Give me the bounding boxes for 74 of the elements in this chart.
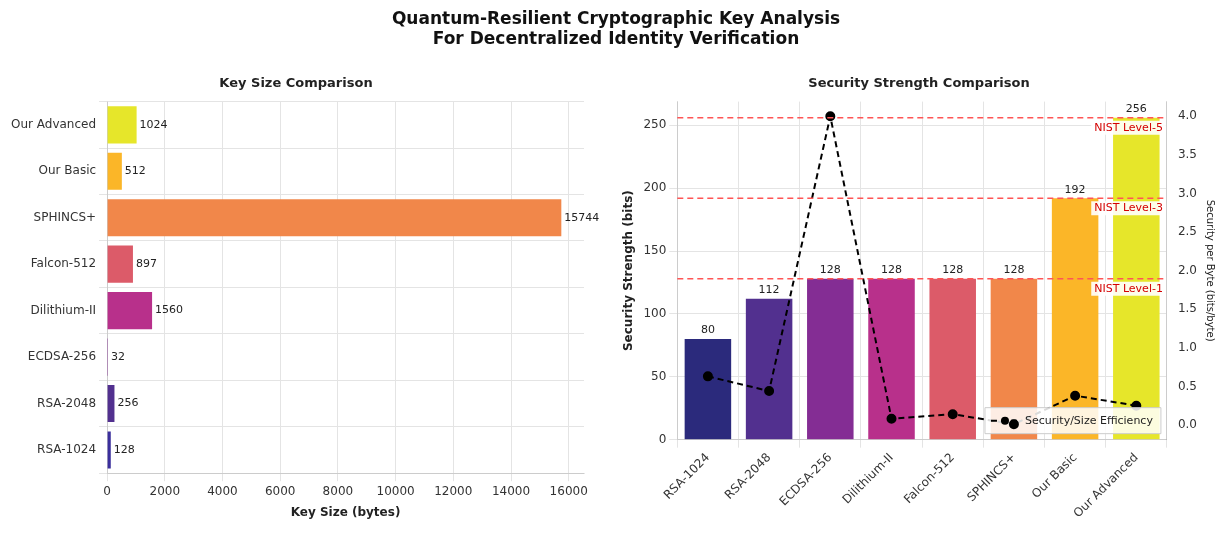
bar	[107, 431, 111, 469]
data-label: 128	[819, 263, 841, 277]
y2-tick-label: 1.5	[1177, 301, 1198, 316]
y-tick-label: 100	[643, 306, 667, 321]
y-tick-label: 200	[643, 180, 667, 195]
y-tick-label: Dilithium-II	[30, 302, 97, 317]
y-tick-label: Our Advanced	[10, 116, 97, 131]
x-tick-label: 14000	[491, 483, 531, 498]
bar	[807, 278, 854, 440]
point	[1070, 390, 1081, 401]
data-label: 192	[1064, 182, 1086, 196]
data-label: 128	[942, 263, 964, 277]
bar	[107, 245, 133, 283]
y2-tick-label: 2.5	[1177, 224, 1198, 239]
data-label: 80	[700, 323, 715, 337]
y-tick-label: 250	[643, 117, 667, 132]
x-tick-label: 4000	[207, 483, 238, 498]
legend-label: Security/Size Efficiency	[1024, 413, 1154, 427]
text: Quantum-Resilient Cryptographic Key Analysis For Decentralized Identity Verification	[390, 8, 842, 50]
chart-title: Key Size Comparison	[219, 75, 373, 91]
bar	[745, 298, 793, 440]
data-label: 112	[758, 283, 780, 297]
ref-line-label: NIST Level-3	[1094, 201, 1163, 215]
y-tick-label: Falcon-512	[30, 256, 97, 271]
bar	[107, 152, 122, 190]
data-label: 15744	[564, 210, 600, 224]
data-label: 128	[113, 442, 135, 456]
y2-axis-title: Security per Byte (bits/byte)	[1205, 199, 1217, 342]
x-tick-label: 0	[103, 483, 111, 498]
x-tick-label: 10000	[376, 483, 415, 498]
data-label: 128	[1003, 263, 1025, 277]
data-label: 512	[124, 164, 146, 178]
ref-line-label: NIST Level-5	[1094, 120, 1163, 134]
x-tick-label: 16000	[549, 483, 588, 498]
y-tick-label: ECDSA-256	[27, 349, 97, 364]
data-label: 897	[135, 257, 157, 271]
point	[764, 386, 775, 397]
point	[1008, 419, 1019, 430]
y2-tick-label: 2.0	[1177, 262, 1198, 277]
data-label: 1024	[139, 117, 168, 131]
y2-tick-label: 0.0	[1177, 417, 1198, 432]
data-label: 32	[111, 349, 125, 363]
y-tick-label: 0	[658, 431, 667, 446]
y2-tick-label: 3.0	[1177, 185, 1198, 200]
data-label: 128	[881, 263, 903, 277]
bar	[868, 278, 915, 440]
ref-line-label: NIST Level-1	[1094, 281, 1163, 295]
y-tick-label: 50	[651, 368, 667, 383]
data-label: 256	[117, 396, 139, 410]
y-tick-label: SPHINCS+	[33, 209, 97, 224]
y2-tick-label: 4.0	[1177, 108, 1198, 123]
chart-title: Security Strength Comparison	[808, 75, 1030, 91]
y-tick-label: RSA-2048	[37, 395, 97, 410]
point	[886, 413, 897, 424]
point	[702, 371, 713, 382]
y-tick-label: Our Basic	[38, 163, 97, 178]
data-label: 1560	[155, 303, 184, 317]
x-tick-label: 8000	[322, 483, 354, 498]
y-axis-title: Security Strength (bits)	[621, 190, 636, 352]
y2-tick-label: 0.5	[1177, 378, 1198, 393]
bar	[107, 292, 153, 330]
x-tick-label: 12000	[434, 483, 473, 498]
point	[947, 409, 958, 420]
bar	[107, 199, 562, 237]
bar	[107, 106, 137, 144]
x-tick-label: 6000	[264, 483, 296, 498]
x-axis-title: Key Size (bytes)	[290, 504, 401, 519]
y2-tick-label: 1.0	[1177, 339, 1198, 354]
data-label: 256	[1125, 102, 1147, 116]
x-tick-label: 2000	[149, 483, 181, 498]
y-tick-label: 150	[643, 243, 667, 258]
y2-tick-label: 3.5	[1177, 146, 1198, 161]
bar	[929, 278, 976, 440]
bar	[684, 339, 732, 440]
